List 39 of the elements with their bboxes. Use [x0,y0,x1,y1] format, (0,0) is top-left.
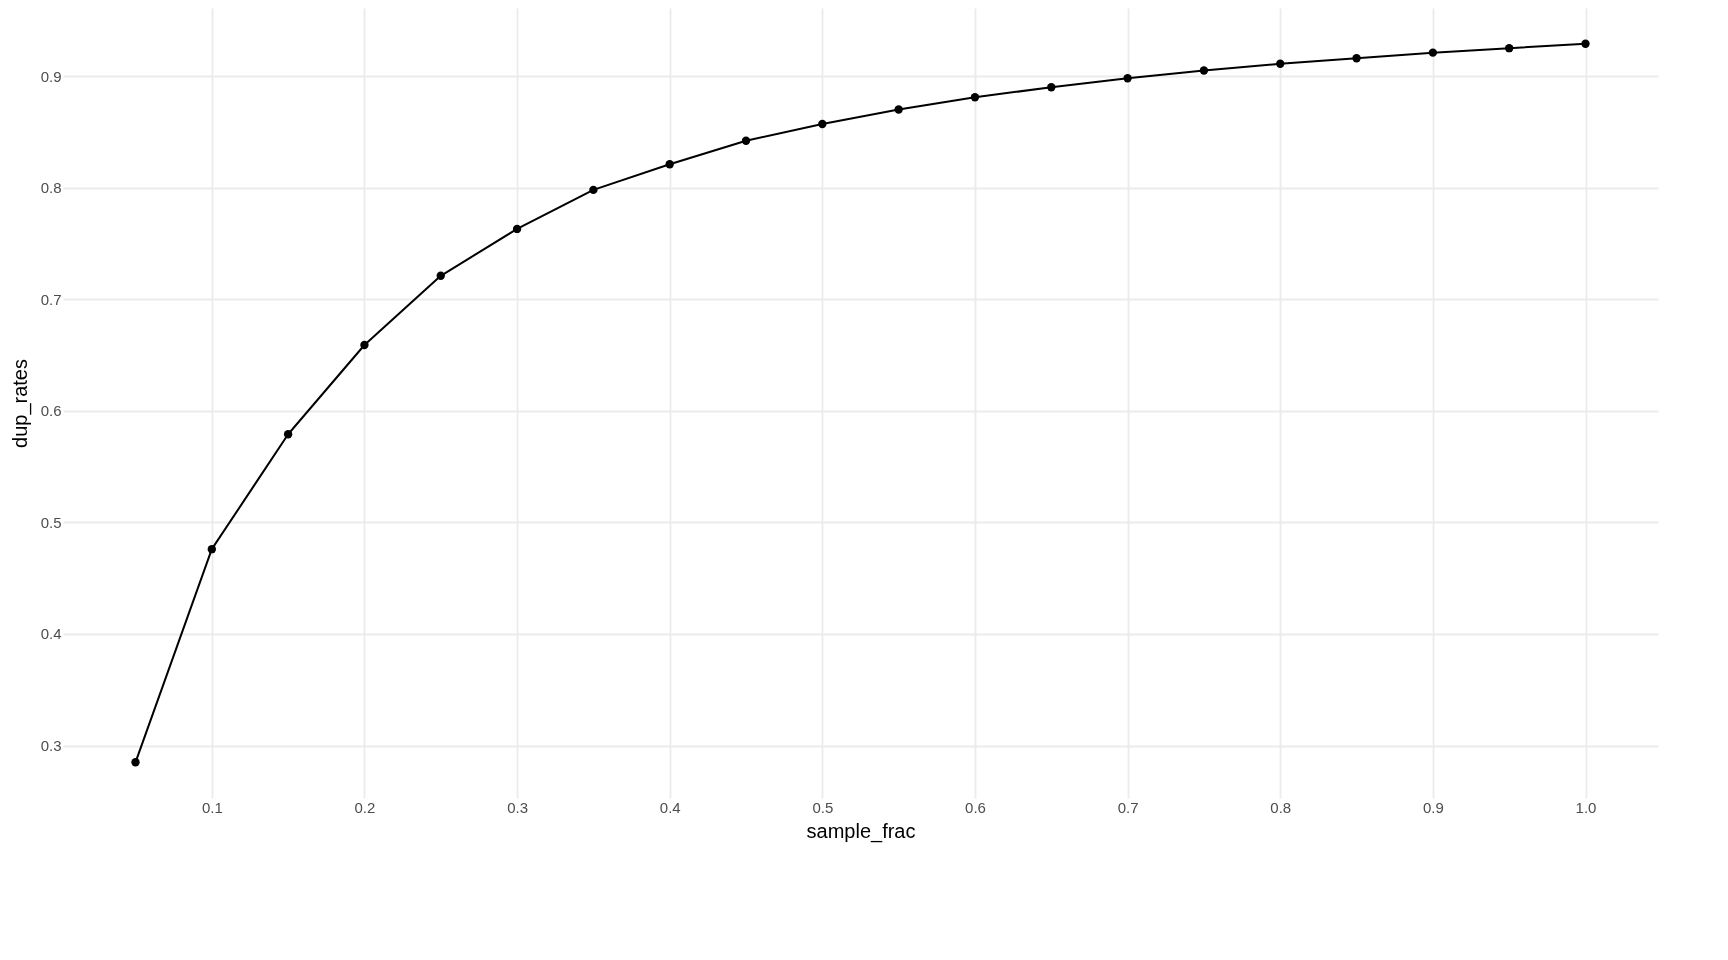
x-tick-label: 1.0 [1575,798,1597,816]
point [360,340,369,350]
x-tick-label: 0.9 [1422,798,1444,816]
point [894,105,903,114]
y-tick-label: 0.4 [40,625,62,643]
y-tick-label: 0.3 [40,737,62,755]
y-tick-label: 0.6 [40,402,62,420]
x-tick-label: 0.7 [1117,798,1139,816]
x-tick-label: 0.8 [1270,798,1292,816]
x-tick-label: 0.6 [965,798,986,816]
point [131,758,140,767]
point [1123,74,1132,83]
point [1199,66,1209,75]
point [665,160,674,169]
point [741,136,751,145]
point [1352,54,1361,63]
point [1505,43,1514,53]
y-tick-label: 0.9 [40,67,62,85]
point [512,224,522,234]
point [207,545,216,554]
x-tick-label: 0.1 [201,798,223,816]
point [970,93,980,102]
x-tick-label: 0.2 [354,798,376,816]
point [589,185,598,195]
point [436,271,445,280]
point [1428,48,1438,57]
point [283,430,293,439]
x-tick-label: 0.3 [507,798,529,816]
y-axis-title: dup_rates [8,359,32,448]
point [1276,59,1285,68]
point [818,119,827,129]
x-tick-label: 0.4 [659,798,681,816]
y-tick-label: 0.7 [40,290,62,308]
y-tick-label: 0.5 [40,513,62,531]
y-tick-label: 0.8 [40,179,62,197]
x-axis-title: sample_frac [806,819,916,843]
x-tick-label: 0.5 [812,798,834,816]
point [1581,39,1590,48]
point [1047,83,1056,92]
